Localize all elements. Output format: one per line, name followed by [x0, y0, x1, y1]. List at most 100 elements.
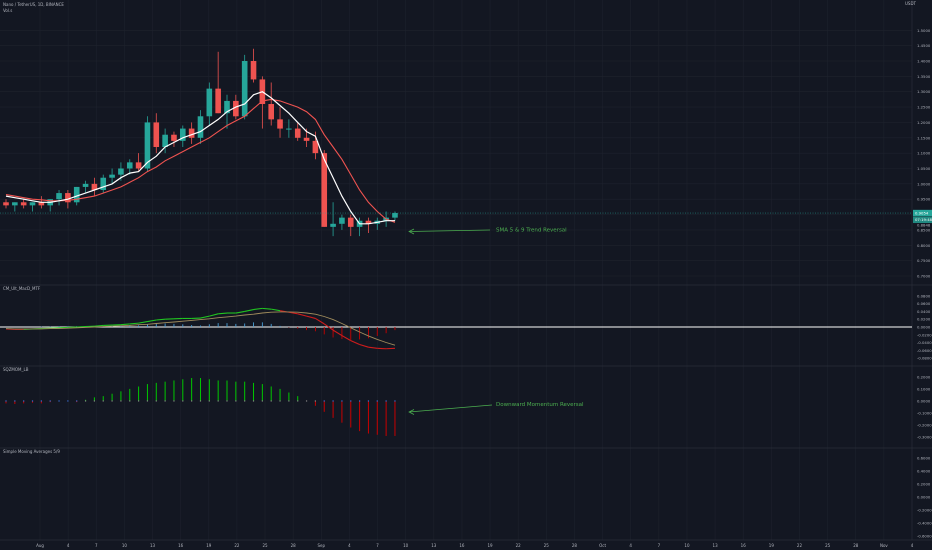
candle-body[interactable]	[109, 174, 115, 178]
time-tick-label: 16	[459, 543, 465, 548]
candle-body[interactable]	[20, 202, 27, 206]
volume-indicator-title[interactable]: Vol.s	[3, 8, 13, 13]
candle-body[interactable]	[38, 202, 45, 206]
squeeze-dot	[138, 400, 140, 402]
time-tick-label: 28	[572, 543, 578, 548]
squeeze-dot	[164, 400, 166, 402]
time-tick-label: 13	[713, 543, 719, 548]
squeeze-dot	[341, 400, 343, 402]
sma-pane-tick-label: -0.6000	[917, 534, 932, 539]
candle-body[interactable]	[162, 134, 168, 147]
candle-body[interactable]	[294, 128, 301, 138]
candle-body[interactable]	[126, 162, 133, 169]
squeeze-dot	[394, 400, 396, 402]
candle-body[interactable]	[29, 202, 36, 206]
macd-line-segment	[120, 323, 130, 326]
sma5-line[interactable]	[5, 91, 395, 225]
candle-body[interactable]	[303, 137, 310, 141]
time-tick-label: 25	[825, 543, 831, 548]
squeeze-dot	[191, 400, 193, 402]
candle-body[interactable]	[250, 61, 257, 80]
candle-body[interactable]	[188, 128, 195, 138]
time-tick-label: 22	[234, 543, 240, 548]
macd-line-segment	[156, 318, 166, 321]
candle-body[interactable]	[91, 183, 98, 190]
price-tick-label: 1.4000	[917, 59, 931, 64]
macd-line-segment	[244, 308, 254, 313]
time-tick-label: 4	[629, 543, 632, 548]
current-price-value: 0.9054	[915, 211, 929, 216]
squeeze-dot	[359, 400, 361, 402]
candle-body[interactable]	[392, 213, 398, 218]
candle-body[interactable]	[233, 100, 239, 117]
candle-body[interactable]	[3, 202, 9, 206]
time-tick-label: 13	[150, 543, 156, 548]
time-tick-label: 7	[658, 543, 661, 548]
squeeze-dot	[314, 400, 316, 402]
macd-pane-title[interactable]: CM_Ult_MacD_MTF	[3, 286, 41, 291]
macd-signal-line[interactable]	[5, 311, 396, 346]
candle-body[interactable]	[347, 217, 354, 227]
candle-body[interactable]	[206, 88, 213, 117]
momentum-reversal-text: Downward Momentum Reversal	[496, 402, 584, 408]
squeeze-tick-label: -0.2000	[917, 423, 932, 428]
candle-body[interactable]	[365, 220, 372, 224]
chart-symbol-title: Nano / TetherUS, 1D, BINANCE	[3, 2, 64, 7]
candle-body[interactable]	[65, 193, 71, 203]
time-tick-label: 28	[853, 543, 859, 548]
candle-body[interactable]	[241, 61, 248, 117]
squeeze-pane-title[interactable]: SQZMOM_LB	[3, 367, 29, 372]
time-tick-label: 19	[488, 543, 494, 548]
candle-body[interactable]	[339, 217, 345, 224]
macd-line-segment	[306, 315, 316, 319]
macd-line-segment	[209, 313, 219, 317]
squeeze-dot	[261, 400, 263, 402]
candle-body[interactable]	[144, 122, 151, 169]
squeeze-dot	[182, 400, 184, 402]
squeeze-tick-label: 0.1000	[917, 386, 931, 391]
price-secondary-value: 0.8848	[917, 223, 931, 228]
macd-line-segment	[218, 312, 228, 315]
price-tick-label: 1.3500	[917, 74, 931, 79]
current-price-badge[interactable]	[913, 209, 932, 217]
candle-body[interactable]	[197, 116, 204, 138]
candle-body[interactable]	[82, 183, 89, 187]
squeeze-dot	[217, 400, 219, 402]
macd-line-segment	[368, 346, 378, 349]
candle-body[interactable]	[215, 88, 221, 114]
squeeze-dot	[235, 400, 237, 402]
price-tick-label: 1.4500	[917, 43, 931, 48]
sma-pane-title[interactable]: Simple Moving Averages 5/9	[3, 449, 60, 454]
price-tick-label: 1.5000	[917, 28, 931, 33]
candle-body[interactable]	[330, 223, 336, 227]
macd-line-segment	[235, 310, 245, 314]
macd-tick-label: 0.0000	[917, 325, 931, 330]
candle-body[interactable]	[286, 128, 292, 130]
candle-body[interactable]	[180, 128, 186, 141]
macd-line-segment	[350, 340, 360, 345]
candle-body[interactable]	[153, 122, 160, 147]
sma9-line[interactable]	[5, 98, 396, 223]
macd-line-segment	[271, 308, 281, 312]
candle-body[interactable]	[268, 104, 274, 120]
squeeze-dot	[244, 400, 246, 402]
squeeze-dot	[111, 400, 113, 402]
candle-body[interactable]	[224, 100, 230, 114]
candle-body[interactable]	[312, 140, 319, 154]
candle-body[interactable]	[118, 168, 124, 175]
candle-body[interactable]	[56, 193, 62, 200]
candle-body[interactable]	[73, 186, 80, 203]
candle-body[interactable]	[135, 162, 142, 169]
squeeze-dot	[208, 400, 210, 402]
candle-body[interactable]	[100, 177, 107, 190]
squeeze-dot	[40, 400, 42, 402]
squeeze-dot	[279, 400, 281, 402]
squeeze-dot	[5, 400, 7, 402]
macd-tick-label: -0.0400	[917, 340, 932, 345]
candle-body[interactable]	[12, 202, 18, 206]
price-tick-label: 1.0500	[917, 166, 931, 171]
candle-body[interactable]	[171, 134, 177, 141]
candle-body[interactable]	[277, 119, 283, 129]
candle-body[interactable]	[321, 153, 328, 227]
